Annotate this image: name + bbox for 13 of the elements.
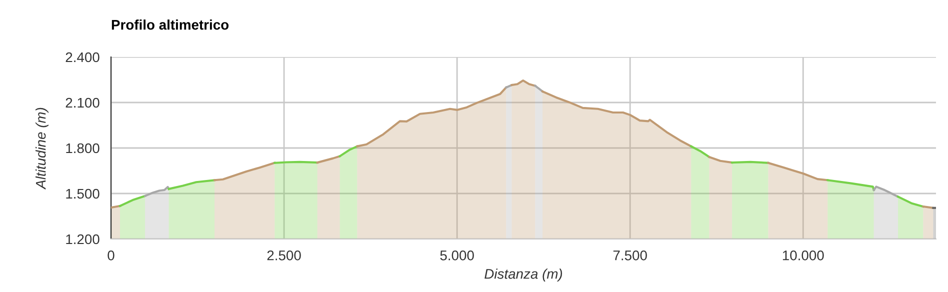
y-tick-label: 1.200 (66, 234, 100, 244)
x-tick-label: 10.000 (782, 250, 824, 260)
x-tick-label: 7.500 (613, 250, 647, 260)
x-axis-title: Distanza (m) (484, 268, 562, 282)
y-tick-label: 2.400 (66, 52, 100, 62)
x-tick-label: 2.500 (267, 250, 301, 260)
y-axis-title: Altitudine (m) (36, 108, 48, 190)
y-tick-label: 2.100 (66, 98, 100, 108)
y-tick-label: 1.800 (66, 143, 100, 154)
x-tick-label: 5.000 (440, 250, 474, 260)
x-tick-label: 0 (108, 250, 114, 260)
chart-title: Profilo altimetrico (112, 20, 229, 30)
y-tick-label: 1.500 (66, 188, 100, 199)
